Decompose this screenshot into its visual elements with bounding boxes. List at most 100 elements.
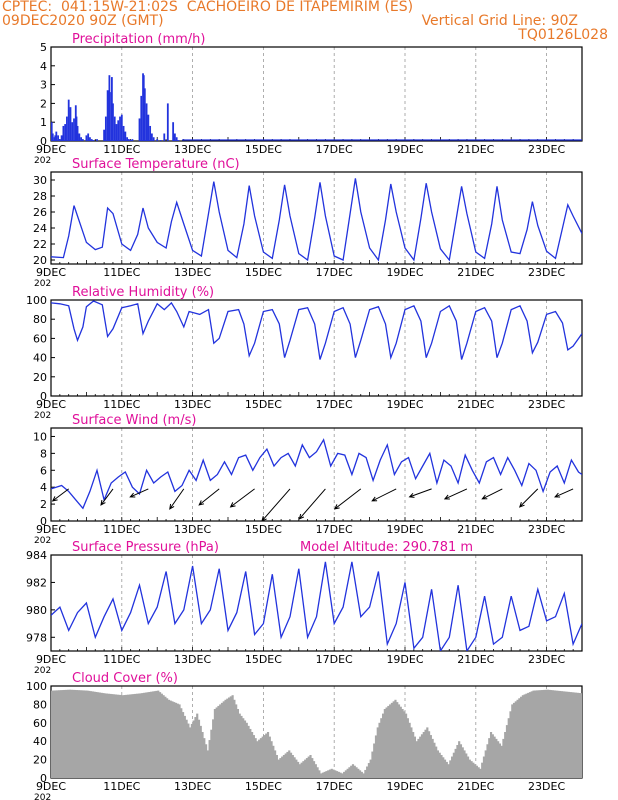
cloud-cover-bar <box>383 709 386 778</box>
precipitation-bar <box>103 129 105 141</box>
cloud-cover-bar <box>348 767 351 778</box>
precipitation-bar <box>140 95 143 141</box>
cloud-cover-bar <box>504 732 507 778</box>
cloud-cover-bar <box>544 689 547 778</box>
cloud-cover-bar <box>141 693 144 778</box>
cloud-cover-bar <box>369 759 372 778</box>
cloud-cover-bar <box>484 750 487 778</box>
cloud-cover-bar <box>242 718 245 778</box>
cloud-cover-bar <box>293 757 296 778</box>
precipitation-bar <box>152 137 155 141</box>
cloud-cover-bar <box>266 732 270 778</box>
wind-vector <box>129 488 149 498</box>
cloud-cover-bar <box>343 771 346 778</box>
cloud-cover-y-tick-label: 0 <box>40 772 47 785</box>
cloud-cover-bar <box>325 771 328 778</box>
precipitation-title: Precipitation (mm/h) <box>72 32 205 47</box>
relative-humidity-x-tick-label: 13DEC <box>174 398 211 411</box>
cloud-cover-bar <box>548 689 551 778</box>
cloud-cover-bar <box>63 689 66 778</box>
cloud-cover-bar <box>104 693 107 778</box>
cloud-cover-bar <box>553 690 556 778</box>
cloud-cover-bar <box>196 713 199 778</box>
cloud-cover-bar <box>199 725 202 778</box>
surface-wind-x-tick-label: 11DEC <box>103 523 140 536</box>
cloud-cover-bar <box>153 691 156 778</box>
cloud-cover-y-tick-label: 60 <box>33 717 47 730</box>
relative-humidity-plot-area <box>51 300 582 361</box>
cloud-cover-bar <box>201 732 204 778</box>
cloud-cover-bar <box>442 757 445 778</box>
wind-vector <box>443 488 468 500</box>
cloud-cover-bar <box>399 706 402 778</box>
cloud-cover-bar <box>454 748 457 778</box>
cloud-cover-bar <box>291 755 294 778</box>
relative-humidity-y-tick-label: 60 <box>33 332 47 345</box>
cloud-cover-bar <box>91 691 94 778</box>
cloud-cover-bar <box>74 689 77 778</box>
cloud-cover-bar <box>390 702 394 778</box>
precipitation-bar <box>64 124 67 141</box>
cloud-cover-bar <box>477 767 480 778</box>
cloud-cover-bar <box>397 704 401 778</box>
surface-pressure-y-tick-label: 980 <box>26 604 47 617</box>
cloud-cover-bar <box>58 690 61 778</box>
cloud-cover-bar <box>236 709 240 778</box>
cloud-cover-bar <box>162 695 165 778</box>
cloud-cover-bar <box>208 740 211 778</box>
precipitation-bar <box>87 133 90 141</box>
precipitation-year-label: 202 <box>34 156 51 166</box>
cloud-cover-bar <box>174 702 178 778</box>
cloud-cover-bar <box>144 692 147 778</box>
precipitation-bar <box>51 133 54 141</box>
cloud-cover-bar <box>360 771 363 778</box>
relative-humidity-x-tick-label: 11DEC <box>103 398 140 411</box>
cloud-cover-bar <box>358 770 362 778</box>
cloud-cover-bar <box>203 738 206 778</box>
cloud-cover-bar <box>311 758 314 778</box>
precipitation-bar <box>166 103 169 141</box>
surface-wind-x-tick-label: 9DEC <box>36 523 66 536</box>
precipitation-y-tick-label: 2 <box>40 97 47 110</box>
cloud-cover-bar <box>277 759 280 778</box>
cloud-cover-bar <box>213 709 217 778</box>
cloud-cover-bar <box>328 769 332 778</box>
cloud-cover-bar <box>412 732 415 778</box>
cloud-cover-bar <box>185 719 188 778</box>
cloud-cover-bar <box>100 692 103 778</box>
precipitation-bar <box>119 116 121 141</box>
precipitation-bar <box>69 107 72 141</box>
header-grid-line: Vertical Grid Line: 90Z <box>421 13 578 29</box>
cloud-cover-bar <box>438 752 441 778</box>
cloud-cover-bar <box>528 692 532 778</box>
cloud-cover-bar <box>282 755 286 778</box>
cloud-cover-bar <box>281 756 284 778</box>
cloud-cover-bar <box>564 691 567 778</box>
surface-pressure-y-tick-label: 984 <box>26 549 47 562</box>
cloud-cover-bar <box>251 732 254 778</box>
cloud-cover-bar <box>137 693 140 778</box>
precipitation-bar <box>113 116 116 141</box>
surface-temperature-y-tick-label: 28 <box>33 190 47 203</box>
cloud-cover-bar <box>405 713 408 778</box>
precipitation-y-tick-label: 1 <box>40 116 47 129</box>
precipitation-bar <box>73 118 75 141</box>
precipitation-bar <box>126 137 129 141</box>
cloud-cover-bar <box>233 699 236 778</box>
cloud-cover-bar <box>562 691 565 778</box>
cloud-cover-bar <box>245 722 248 778</box>
cloud-cover-bar <box>143 692 146 778</box>
cloud-cover-bar <box>424 729 427 778</box>
surface-wind-year-label: 202 <box>34 536 51 546</box>
precipitation-bar <box>120 114 123 141</box>
cloud-cover-bar <box>440 755 443 778</box>
cloud-cover-bar <box>183 715 186 778</box>
cloud-cover-bar <box>527 692 530 778</box>
cloud-cover-bar <box>550 690 553 778</box>
cloud-cover-bar <box>560 691 563 778</box>
cloud-cover-bar <box>518 698 521 778</box>
relative-humidity-x-tick-label: 19DEC <box>386 398 423 411</box>
cloud-cover-bar <box>532 690 535 778</box>
precipitation-bar <box>96 139 98 141</box>
cloud-cover-bar <box>84 690 87 778</box>
